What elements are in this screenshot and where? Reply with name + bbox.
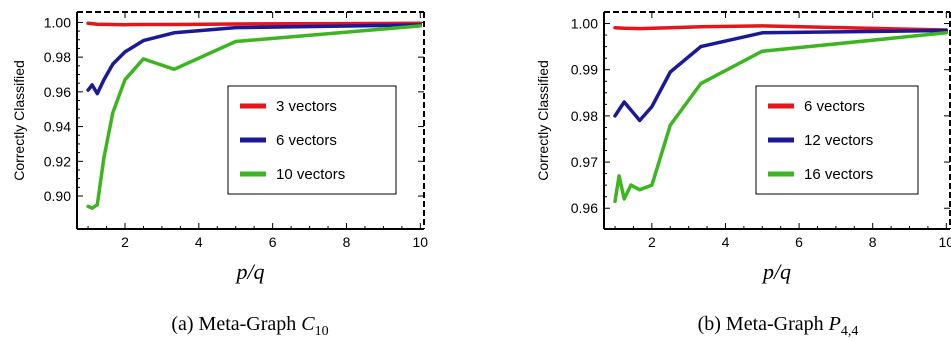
- x-tick-label: 6: [795, 234, 803, 250]
- y-tick-label: 0.94: [44, 119, 71, 135]
- caption-subscript: 10: [315, 324, 329, 339]
- y-tick-label: 0.96: [44, 84, 71, 100]
- x-tick-label: 10: [939, 234, 951, 250]
- x-tick-label: 8: [869, 234, 877, 250]
- y-tick-label: 0.99: [571, 62, 598, 78]
- legend-label: 12 vectors: [804, 132, 873, 149]
- y-tick-label: 1.00: [571, 16, 598, 32]
- x-tick-label: 2: [648, 234, 656, 250]
- y-tick-label: 0.98: [44, 49, 71, 65]
- x-tick-label: 4: [195, 234, 203, 250]
- x-tick-label: 10: [413, 234, 429, 250]
- series-line-6-vectors: [613, 24, 949, 32]
- series-line-16-vectors: [613, 31, 949, 204]
- legend-label: 3 vectors: [276, 98, 337, 115]
- figure-caption: (a) Meta-Graph C10: [171, 313, 328, 339]
- chart-panel-1: 2 4 6 8 10 0.90 0.92 0.94 0.96 0.98 1.00 Correctly …: [11, 11, 429, 339]
- y-axis-label: Correctly Classified: [535, 60, 551, 181]
- series-line-10-vectors: [86, 24, 423, 210]
- chart-panel-2: 2 4 6 8 10 0.96 0.97 0.98 0.99 1.00 Correctly Clas…: [535, 11, 951, 339]
- y-tick-label: 0.96: [571, 200, 598, 216]
- x-axis-label: p/q: [761, 259, 791, 284]
- caption-prefix: (a) Meta-Graph: [171, 313, 301, 335]
- y-tick-label: 1.00: [44, 14, 71, 30]
- x-tick-label: 8: [343, 234, 351, 250]
- y-tick-label: 0.92: [44, 153, 71, 169]
- series-line-6-vectors: [86, 23, 423, 96]
- caption-prefix: (b) Meta-Graph: [698, 313, 829, 335]
- x-axis-label: p/q: [234, 259, 264, 284]
- caption-math: C: [301, 313, 315, 335]
- caption-math: P: [828, 313, 841, 335]
- caption-subscript: 4,4: [841, 324, 859, 339]
- y-tick-label: 0.90: [44, 188, 71, 204]
- x-tick-label: 6: [269, 234, 277, 250]
- legend-label: 16 vectors: [804, 166, 873, 183]
- series-line-12-vectors: [613, 28, 949, 123]
- legend-label: 10 vectors: [276, 166, 345, 183]
- y-tick-label: 0.98: [571, 108, 598, 124]
- x-tick-label: 2: [121, 234, 129, 250]
- legend-label: 6 vectors: [804, 98, 865, 115]
- y-axis-label: Correctly Classified: [11, 60, 27, 181]
- x-tick-label: 4: [722, 234, 730, 250]
- y-tick-label: 0.97: [571, 154, 598, 170]
- series-line-3-vectors: [86, 21, 423, 27]
- legend-label: 6 vectors: [276, 132, 337, 149]
- figure-caption: (b) Meta-Graph P4,4: [698, 313, 859, 339]
